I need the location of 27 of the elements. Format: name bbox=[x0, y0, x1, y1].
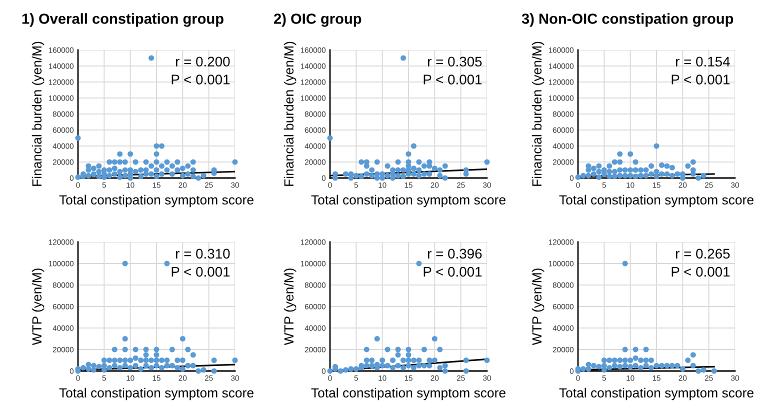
x-axis-title: Total constipation symptom score bbox=[559, 388, 754, 400]
annotation: P < 0.001 bbox=[672, 266, 730, 277]
y-axis-title: WTP (yen/M) bbox=[284, 268, 296, 346]
annotation: r = 0.305 bbox=[428, 56, 482, 67]
annotation: P < 0.001 bbox=[424, 74, 482, 84]
x-axis-title: Total constipation symptom score bbox=[311, 194, 506, 208]
x-axis-title: Total constipation symptom score bbox=[59, 194, 254, 208]
x-axis-title: Total constipation symptom score bbox=[59, 388, 254, 400]
annotation: r = 0.396 bbox=[428, 248, 482, 259]
x-axis-title: Total constipation symptom score bbox=[559, 194, 754, 208]
chart-title: 1) Overall constipation group bbox=[22, 13, 224, 27]
y-axis-title: Financial burden (yen/M) bbox=[284, 42, 296, 186]
y-axis-title: Financial burden (yen/M) bbox=[532, 42, 544, 186]
annotation: P < 0.001 bbox=[172, 266, 230, 277]
annotation: r = 0.265 bbox=[676, 248, 730, 259]
annotation: r = 0.310 bbox=[176, 248, 230, 259]
chart-title: 2) OIC group bbox=[274, 13, 362, 27]
annotation: P < 0.001 bbox=[172, 74, 230, 84]
y-axis-title: WTP (yen/M) bbox=[32, 268, 44, 346]
chart-title: 3) Non-OIC constipation group bbox=[522, 13, 734, 27]
annotation: P < 0.001 bbox=[672, 74, 730, 84]
annotation: r = 0.200 bbox=[176, 56, 230, 67]
annotation: r = 0.154 bbox=[676, 56, 730, 67]
x-axis-title: Total constipation symptom score bbox=[311, 388, 506, 400]
y-axis-title: Financial burden (yen/M) bbox=[32, 42, 44, 186]
annotation: P < 0.001 bbox=[424, 266, 482, 277]
y-axis-title: WTP (yen/M) bbox=[532, 268, 544, 346]
